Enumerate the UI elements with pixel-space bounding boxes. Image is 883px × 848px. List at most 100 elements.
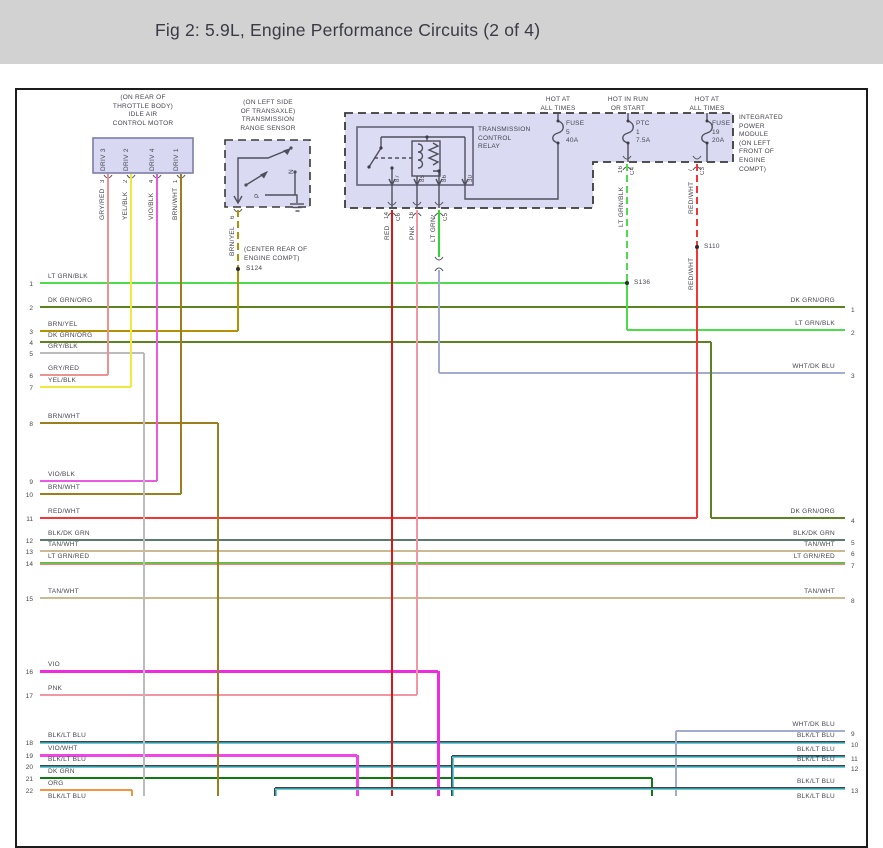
iacm-driver-pin-label: DRIV 2 (123, 148, 130, 171)
wire-segment (438, 210, 440, 257)
wire-label: BLK/LT BLU (796, 793, 835, 800)
wire-color-label: RED/WHT (688, 181, 695, 214)
wire-segment (40, 789, 132, 791)
wire-number: 6 (29, 373, 33, 380)
wire-segment (40, 517, 697, 519)
wire-number: 3 (29, 329, 33, 336)
wire-number: 12 (25, 538, 33, 545)
hot-label-fuse19: HOT AT ALL TIMES (689, 96, 725, 112)
s136-splice-label: S136 (634, 279, 651, 286)
wire-segment (107, 174, 109, 375)
wire-segment (237, 269, 239, 331)
wire-color-label: PNK (409, 225, 416, 240)
wire-number: 7 (851, 563, 855, 570)
hot-label-ptc1: HOT IN RUN OR START (607, 96, 649, 112)
wire-number: 1 (29, 281, 33, 288)
wire-label: LT GRN/BLK (48, 273, 88, 280)
wire-label: BLK/LT BLU (796, 732, 835, 739)
wire-label: DK GRN/ORG (48, 297, 93, 304)
wire-segment (40, 753, 357, 757)
s124-splice-label: S124 (246, 265, 263, 272)
wire-segment (40, 740, 845, 744)
connector-label: C5 (443, 212, 449, 221)
connector-label: C6 (396, 212, 402, 221)
s110-splice-dot (695, 245, 699, 249)
wire-label: VIO/BLK (48, 471, 76, 478)
fuse19-label: FUSE 19 20A (712, 120, 731, 145)
wire-label: TAN/WHT (48, 541, 79, 548)
wire-segment (217, 423, 219, 796)
wire-segment (143, 353, 145, 796)
wire-segment (130, 174, 132, 387)
wire-segment (237, 210, 239, 269)
wire-number: 8 (29, 421, 33, 428)
wire-color-label: LT GRN (430, 216, 437, 242)
wire-segment (438, 270, 440, 373)
wire-segment (40, 352, 144, 354)
wire-number: 13 (851, 788, 859, 795)
ipm-name-label: INTEGRATED POWER MODULE (ON LEFT FRONT O… (739, 114, 783, 173)
relay-name-label: TRANSMISSION CONTROL RELAY (478, 126, 531, 151)
wire-number: 13 (25, 549, 33, 556)
wire-segment (40, 597, 845, 599)
s124-splice-dot (236, 267, 240, 271)
wire-segment (436, 671, 440, 796)
range-sensor-contact-label: N (288, 169, 295, 174)
wire-number: 21 (25, 776, 33, 783)
wire-number: 7 (29, 385, 33, 392)
wire-label: VIO (48, 661, 60, 668)
wire-segment (626, 164, 628, 283)
wire-segment (40, 669, 438, 673)
wire-label: BLK/LT BLU (796, 746, 835, 753)
wire-number: 22 (25, 788, 33, 795)
range-sensor-name-label: TRANSMISSION RANGE SENSOR (240, 116, 296, 132)
wire-number: 10 (851, 742, 859, 749)
wire-label: LT GRN/RED (793, 553, 835, 560)
s124-note-label: (CENTER REAR OF ENGINE COMPT) (244, 246, 308, 262)
wire-number: 1 (851, 307, 855, 314)
wire-label: BRN/YEL (48, 321, 78, 328)
wire-segment (710, 342, 712, 518)
wire-color-label: BRN/YEL (229, 226, 236, 256)
wire-label: WHT/DK BLU (792, 721, 835, 728)
connector-pin-number: 16 (409, 211, 415, 219)
wire-label: DK GRN/ORG (48, 332, 93, 339)
relay-pin-label: 85 (420, 174, 426, 182)
range-sensor-contact-label: P (254, 193, 261, 198)
range-sensor-location-label: (ON LEFT SIDE OF TRANSAXLE) (240, 99, 296, 115)
wire-segment (40, 422, 218, 424)
connector-label: C3 (700, 166, 706, 175)
wire-color-label: RED (384, 225, 391, 240)
wire-segment (40, 282, 627, 284)
connector-pin-number: 7 (688, 168, 694, 172)
wire-segment (40, 330, 238, 332)
page-title: Fig 2: 5.9L, Engine Performance Circuits… (155, 20, 541, 40)
connector-pin-number: 14 (384, 211, 390, 219)
wire-segment (450, 756, 454, 796)
wire-segment (40, 694, 417, 696)
iacm-pin-number: 2 (123, 179, 129, 183)
wire-number: 10 (25, 492, 33, 499)
relay-pin-label: 30 (468, 174, 474, 182)
iacm-box (92, 137, 194, 174)
iacm-location-label: (ON REAR OF THROTTLE BODY) (112, 94, 174, 110)
iacm-driver-pin-label: DRIV 1 (173, 148, 180, 171)
relay-junction-dots (367, 135, 441, 173)
connector-label: C4 (630, 166, 636, 175)
wire-label: TAN/WHT (804, 541, 835, 548)
relay-pin-label: 86 (442, 174, 448, 182)
wire-number: 3 (851, 373, 855, 380)
wire-label: BLK/LT BLU (48, 756, 87, 763)
wire-label: ORG (48, 780, 64, 787)
range-sensor-pin-number: 6 (230, 215, 236, 219)
wire-number: 5 (851, 540, 855, 547)
wire-segment (452, 754, 845, 758)
wire-segment (131, 790, 133, 796)
wire-segment (40, 306, 845, 308)
wire-segment (675, 731, 677, 796)
wire-number: 4 (851, 518, 855, 525)
hot-label-fuse5: HOT AT ALL TIMES (540, 96, 576, 112)
fuse5-label: FUSE 5 40A (566, 120, 585, 145)
wire-segment (40, 374, 108, 376)
